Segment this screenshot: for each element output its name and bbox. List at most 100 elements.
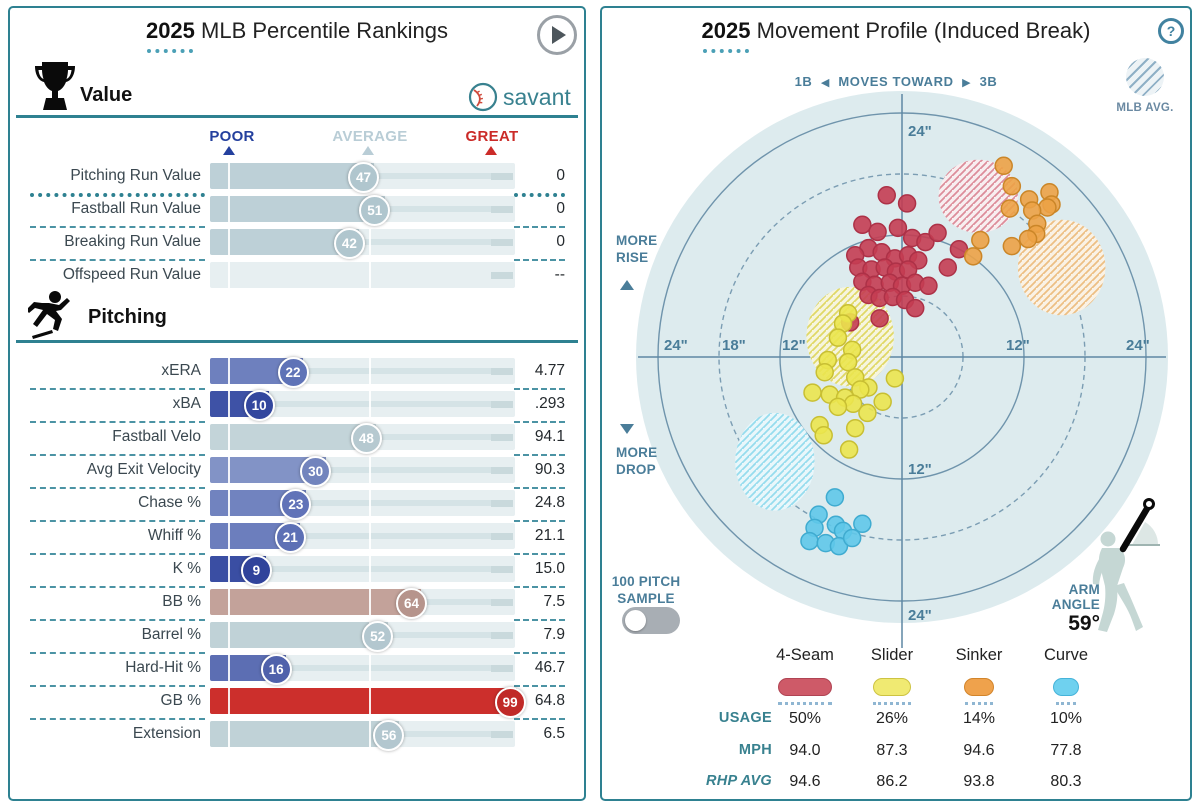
separator-left <box>30 684 205 687</box>
more-rise-label: MORE RISE <box>616 233 658 265</box>
gridline-0 <box>227 622 230 648</box>
track-endcap <box>491 533 513 540</box>
rhp-avg-value: 86.2 <box>876 773 908 790</box>
track-endcap <box>491 665 513 672</box>
percentile-row[interactable]: Fastball Run Value 51 0 <box>10 193 584 226</box>
track-endcap <box>491 272 513 279</box>
percentile-bar <box>210 163 374 189</box>
rhp-avg-value: 80.3 <box>1050 773 1082 790</box>
percentile-row[interactable]: Barrel % 52 7.9 <box>10 619 584 652</box>
trophy-icon <box>35 62 75 110</box>
pitch-point-slider <box>828 328 848 347</box>
separator-right <box>514 258 565 261</box>
percentile-bar <box>210 721 399 747</box>
axis-tick-label: 12" <box>1006 337 1030 354</box>
percentile-track: 48 <box>210 423 515 454</box>
title-year: 2025 <box>701 18 751 43</box>
pitching-section-rule <box>16 340 578 343</box>
percentile-row[interactable]: BB % 64 7.5 <box>10 586 584 619</box>
separator-right <box>514 552 565 555</box>
percentile-bar <box>210 622 388 648</box>
percentile-row[interactable]: Fastball Velo 48 94.1 <box>10 421 584 454</box>
percentile-rankings-panel: 2025 MLB Percentile Rankings Value savan… <box>8 6 586 801</box>
pitch-point-sinker <box>971 230 990 250</box>
percentile-track: 30 <box>210 456 515 487</box>
pitch-point-curve <box>829 536 849 556</box>
pitch-color-pill <box>778 678 832 696</box>
separator-left <box>30 420 205 423</box>
separator-right <box>514 651 565 654</box>
metric-label: Fastball Run Value <box>71 200 201 217</box>
percentile-row[interactable]: xERA 22 4.77 <box>10 355 584 388</box>
percentile-row[interactable]: xBA 10 .293 <box>10 388 584 421</box>
pitch-point-slider <box>885 369 905 388</box>
pitch-point-slider <box>803 383 822 402</box>
percentile-row[interactable]: Chase % 23 24.8 <box>10 487 584 520</box>
percentile-row[interactable]: Hard-Hit % 16 46.7 <box>10 652 584 685</box>
pitch-point-slider <box>814 426 833 445</box>
help-button[interactable]: ? <box>1158 18 1184 44</box>
movement-profile-panel: 2025 Movement Profile (Induced Break) ? … <box>600 6 1192 801</box>
arm-angle-dot <box>1143 498 1155 510</box>
metric-label: GB % <box>160 692 201 709</box>
percentile-bubble: 64 <box>395 588 427 619</box>
play-button[interactable] <box>537 15 577 55</box>
right-triangle-icon: ▶ <box>962 76 972 89</box>
percentile-bar <box>210 424 377 450</box>
value-section-label: Value <box>80 84 133 106</box>
mlb-avg-region-curve <box>735 412 815 511</box>
separator-left <box>30 651 205 654</box>
pitch-point-4-seam <box>916 232 935 252</box>
track-endcap <box>491 632 513 639</box>
separator-right <box>514 717 565 720</box>
mlb-avg-label: MLB AVG. <box>1116 102 1174 114</box>
percentile-row[interactable]: K % 9 15.0 <box>10 553 584 586</box>
pitch-point-4-seam <box>870 309 889 328</box>
percentile-row[interactable]: Breaking Run Value 42 0 <box>10 226 584 259</box>
separator-left <box>30 387 205 390</box>
remainder-line <box>357 239 513 245</box>
pitch-point-4-seam <box>888 218 908 238</box>
gridline-50 <box>368 655 371 681</box>
percentile-bubble: 48 <box>350 423 382 454</box>
gridline-0 <box>227 229 230 255</box>
percentile-row[interactable]: Whiff % 21 21.1 <box>10 520 584 553</box>
separator-left <box>30 585 205 588</box>
mlb-avg-region-4-seam <box>938 159 1018 233</box>
usage-dots <box>965 702 993 705</box>
percentile-track: 99 <box>210 687 526 718</box>
mlb-avg-hatch-icon <box>1126 58 1164 96</box>
remainder-line <box>419 599 513 605</box>
gridline-50 <box>368 391 371 417</box>
pitch-point-4-seam <box>897 194 917 213</box>
track-endcap <box>491 731 513 738</box>
arm-angle-label-1: ARM <box>1068 582 1100 597</box>
percentile-row[interactable]: Avg Exit Velocity 30 90.3 <box>10 454 584 487</box>
moves-toward-header: 1B ◀ MOVES TOWARD ▶ 3B <box>602 74 1190 89</box>
metric-label: xBA <box>172 395 201 412</box>
arm-angle-block: ARM ANGLE 59° <box>1002 582 1100 636</box>
percentile-track: 56 <box>210 720 515 751</box>
separator-right <box>514 387 565 390</box>
gridline-50 <box>368 358 371 384</box>
percentile-track: 42 <box>210 228 515 259</box>
pitching-rows: xERA 22 4.77 xBA 10 .293 Fastball Velo 48 94.1 Av… <box>10 355 584 751</box>
pitch-point-curve <box>800 531 819 551</box>
percentile-bubble: 47 <box>348 162 380 193</box>
percentile-row[interactable]: Extension 56 6.5 <box>10 718 584 751</box>
baseball-icon <box>468 82 498 112</box>
percentile-row[interactable]: Pitching Run Value 47 0 <box>10 160 584 193</box>
more-drop-label: MORE DROP <box>616 445 658 477</box>
pitch-sample-toggle[interactable] <box>622 607 680 634</box>
gridline-0 <box>227 196 230 222</box>
percentile-track: 21 <box>210 522 515 553</box>
percentile-row[interactable]: GB % 99 64.8 <box>10 685 584 718</box>
separator-right <box>514 225 565 228</box>
percentile-row[interactable]: Offspeed Run Value -- <box>10 259 584 292</box>
remainder-line <box>374 434 513 440</box>
pitch-name: 4-Seam <box>776 646 834 664</box>
separator-right <box>514 453 565 456</box>
gridline-50 <box>368 556 371 582</box>
pitch-point-sinker <box>994 156 1013 176</box>
track-endcap <box>491 368 513 375</box>
